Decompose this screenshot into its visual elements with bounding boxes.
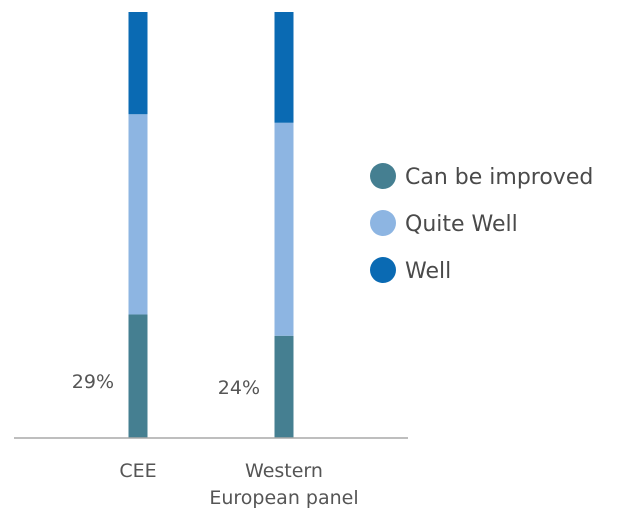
category-labels: CEE Western European panel [119, 460, 358, 509]
legend-marker-can-be-improved [370, 163, 396, 189]
data-label-cee: 29% [72, 371, 114, 393]
bars-group [128, 12, 294, 438]
bar-western-european-panel-quite-well [274, 122, 294, 336]
data-labels: 29% 24% [72, 371, 260, 399]
bar-cee-quite-well [128, 114, 148, 315]
category-label-western-european-panel-line-1: Western [245, 460, 323, 482]
legend-label-quite-well: Quite Well [405, 212, 518, 237]
category-label-western-european-panel-line-2: European panel [209, 487, 358, 509]
legend-marker-well [370, 257, 396, 283]
category-label-cee-line-1: CEE [119, 460, 156, 482]
legend-marker-quite-well [370, 210, 396, 236]
legend: Can be improved Quite Well Well [370, 163, 593, 284]
bar-western-european-panel-can-be-improved [274, 335, 294, 438]
bar-western-european-panel-well [274, 12, 294, 123]
bar-cee-well [128, 12, 148, 115]
legend-label-can-be-improved: Can be improved [405, 165, 593, 190]
bar-cee-can-be-improved [128, 314, 148, 438]
data-label-western-european-panel: 24% [218, 377, 260, 399]
legend-label-well: Well [405, 259, 451, 284]
